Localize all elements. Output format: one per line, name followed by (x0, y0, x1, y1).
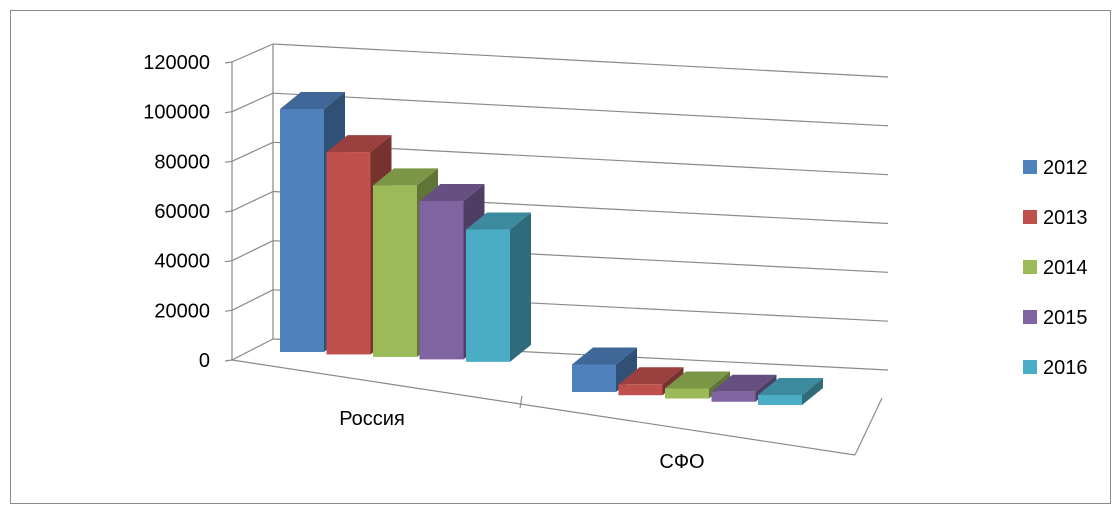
legend-swatch (1023, 210, 1037, 224)
bar-front (711, 391, 756, 402)
gridline-side (231, 92, 274, 113)
bar-front (466, 229, 510, 362)
y-tick-label: 60000 (154, 201, 210, 223)
bar-2012-sfo (572, 347, 637, 392)
y-tick-mark (224, 309, 233, 312)
bar-front (280, 109, 324, 352)
bar-front (572, 364, 616, 392)
bar-top (466, 212, 531, 230)
y-tick-mark (224, 260, 233, 263)
y-tick-mark (224, 359, 233, 362)
y-axis-tick-labels: 0 20000 40000 60000 80000 100000 120000 (143, 52, 210, 372)
category-label: СФО (659, 451, 704, 473)
gridline-side (231, 289, 274, 311)
y-tick-label: 20000 (154, 300, 210, 322)
gridline-side (231, 141, 274, 162)
bar-front (419, 200, 464, 360)
bar-top (280, 92, 345, 109)
bar-2016-russia (466, 212, 531, 362)
legend-swatch (1023, 260, 1037, 274)
legend-label: 2015 (1043, 307, 1088, 329)
bar-top (572, 347, 637, 365)
bar-top (711, 374, 777, 392)
legend-item-2016: 2016 (1023, 357, 1088, 379)
gridline (272, 43, 889, 78)
bar-front (373, 185, 417, 357)
legend-item-2015: 2015 (1023, 307, 1088, 329)
legend-swatch (1023, 160, 1037, 174)
gridline-side (231, 43, 274, 63)
gridline (272, 92, 889, 127)
bar-side (802, 378, 823, 406)
y-tick-label: 100000 (143, 102, 210, 124)
y-tick-label: 0 (199, 350, 210, 372)
bar-front (326, 152, 371, 355)
bar-top (618, 367, 684, 385)
bar-front (758, 395, 802, 406)
chart-frame (10, 10, 1111, 504)
legend: 2012 2013 2014 2015 2016 (1023, 157, 1088, 379)
y-tick-label: 120000 (143, 52, 210, 74)
legend-label: 2013 (1043, 207, 1088, 229)
y-tick-label: 80000 (154, 151, 210, 173)
bar-side (510, 212, 531, 362)
bar-2016-sfo (758, 378, 823, 406)
bar-top (326, 135, 392, 153)
y-tick-mark (224, 160, 233, 163)
category-divider-tick (519, 395, 523, 409)
bars (280, 92, 823, 406)
x-axis-line (231, 359, 856, 456)
y-tick-label: 40000 (154, 251, 210, 273)
category-label: Россия (339, 408, 405, 430)
legend-item-2014: 2014 (1023, 257, 1088, 279)
legend-item-2013: 2013 (1023, 207, 1088, 229)
y-tick-mark (224, 61, 233, 64)
bar-top (665, 371, 730, 389)
bar-top (373, 168, 438, 186)
legend-item-2012: 2012 (1023, 157, 1088, 179)
gridline-side (231, 338, 274, 361)
legend-label: 2014 (1043, 257, 1088, 279)
legend-swatch (1023, 310, 1037, 324)
gridline-side (231, 240, 274, 262)
bar-front (665, 388, 709, 399)
y-tick-mark (224, 111, 233, 114)
bar-top (419, 183, 485, 201)
legend-label: 2012 (1043, 157, 1088, 179)
bar-side (616, 347, 637, 392)
y-tick-mark (224, 210, 233, 213)
category-labels: Россия СФО (339, 408, 704, 473)
bar-front (618, 384, 663, 396)
bar-top (758, 378, 823, 396)
legend-label: 2016 (1043, 357, 1088, 379)
gridline-side (231, 190, 274, 212)
floor-right-edge (854, 397, 883, 456)
legend-swatch (1023, 360, 1037, 374)
